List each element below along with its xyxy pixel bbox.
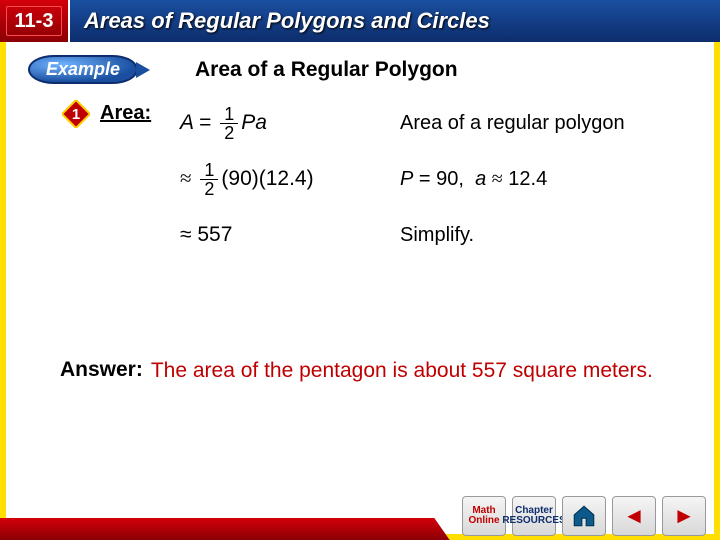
- math-row-2: ≈ 12(90)(12.4): [180, 151, 314, 207]
- math-online-label: Math Online: [463, 506, 505, 526]
- step-diamond-icon: 1: [62, 100, 90, 128]
- chapter-resources-label: Chapter RESOURCES: [502, 506, 565, 526]
- chapter-tab: 11-3: [0, 0, 70, 42]
- section-title: Area of a Regular Polygon: [195, 58, 458, 82]
- prev-button[interactable]: ◄: [612, 496, 656, 536]
- home-button[interactable]: [562, 496, 606, 536]
- math-lhs-2: ≈ 12(90)(12.4): [180, 161, 314, 198]
- expl-row-2: P = 90, a ≈ 12.4: [400, 151, 625, 207]
- footer-buttons: Math Online Chapter RESOURCES ◄ ►: [462, 496, 706, 536]
- header-bar: 11-3 Areas of Regular Polygons and Circl…: [0, 0, 720, 42]
- math-row-1: A = 12Pa: [180, 95, 314, 151]
- footer-accent-bar: [0, 518, 430, 540]
- area-label: Area:: [100, 102, 151, 125]
- math-online-button[interactable]: Math Online: [462, 496, 506, 536]
- chapter-resources-button[interactable]: Chapter RESOURCES: [512, 496, 556, 536]
- example-arrow-icon: [136, 62, 150, 78]
- example-label: Example: [28, 55, 138, 84]
- next-button[interactable]: ►: [662, 496, 706, 536]
- home-icon: [571, 503, 597, 529]
- math-column: A = 12Pa ≈ 12(90)(12.4) ≈ 557: [180, 95, 314, 263]
- step-badge: 1: [62, 100, 90, 128]
- math-row-3: ≈ 557: [180, 207, 314, 263]
- example-badge: Example: [28, 55, 150, 84]
- answer-text: The area of the pentagon is about 557 sq…: [151, 358, 653, 384]
- expl-row-3: Simplify.: [400, 207, 625, 263]
- expl-row-1: Area of a regular polygon: [400, 95, 625, 151]
- chapter-number: 11-3: [15, 10, 54, 33]
- explanation-column: Area of a regular polygon P = 90, a ≈ 12…: [400, 95, 625, 263]
- math-lhs-1: A = 12Pa: [180, 105, 267, 142]
- header-title: Areas of Regular Polygons and Circles: [84, 8, 490, 34]
- next-icon: ►: [673, 505, 695, 527]
- answer-label: Answer:: [60, 358, 143, 384]
- step-number: 1: [72, 106, 80, 123]
- prev-icon: ◄: [623, 505, 645, 527]
- math-lhs-3: ≈ 557: [180, 223, 232, 247]
- answer-block: Answer: The area of the pentagon is abou…: [60, 358, 660, 384]
